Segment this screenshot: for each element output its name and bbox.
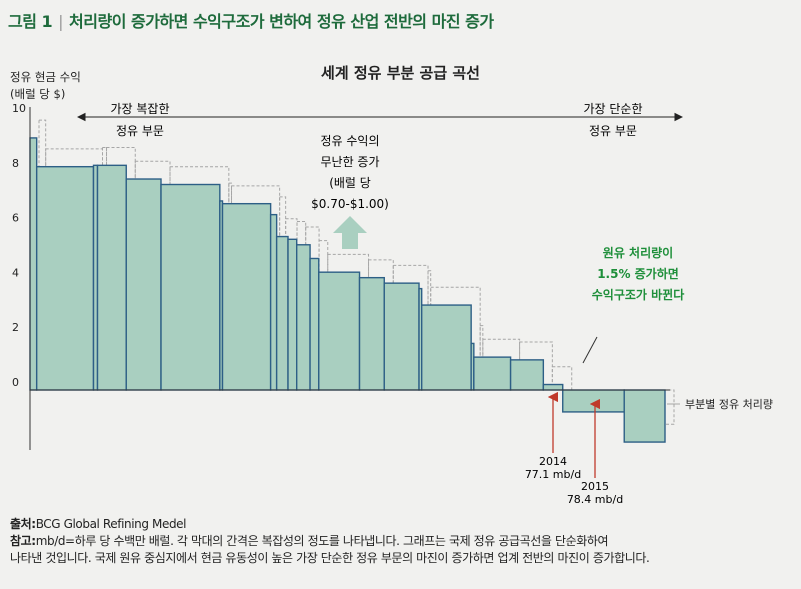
supply-bar xyxy=(296,244,311,391)
note-text-2: 나타낸 것입니다. 국제 원유 중심지에서 현금 유동성이 높은 가장 단순한 … xyxy=(10,551,650,565)
supply-bar xyxy=(275,235,289,391)
supply-bar xyxy=(35,165,95,391)
simple-label-1: 가장 단순한 xyxy=(583,102,642,116)
axes: 10 8 6 4 2 0 부분별 정유 처리량 xyxy=(12,102,773,450)
callout-line: 원유 처리량이 xyxy=(603,245,673,260)
source-label: 출처: xyxy=(10,517,36,531)
x-axis-label: 부분별 정유 처리량 xyxy=(685,398,773,411)
supply-bar xyxy=(509,359,545,391)
callout-line: 수익구조가 바뀐다 xyxy=(592,287,685,302)
y-axis-label-line2: (배럴 당 $) xyxy=(10,87,66,101)
y-tick-label: 0 xyxy=(12,376,19,389)
y-axis-label-line1: 정유 현금 수익 xyxy=(10,70,81,84)
note-text-1: mb/d=하루 당 수백만 배럴. 각 막대의 간격은 복잡성의 정도를 나타냅… xyxy=(35,534,609,548)
callout-line: 1.5% 증가하면 xyxy=(597,266,679,281)
supply-bar xyxy=(287,238,298,391)
source-line: 출처:BCG Global Refining Medel xyxy=(10,516,790,533)
footer: 출처:BCG Global Refining Medel 참고:mb/d=하루 … xyxy=(10,516,790,567)
y-axis-label: 정유 현금 수익 (배럴 당 $) xyxy=(10,69,120,103)
up-arrow-icon xyxy=(333,216,367,249)
supply-bar xyxy=(29,137,38,391)
supply-bar xyxy=(473,356,512,391)
supply-bar xyxy=(562,389,625,413)
marker-2015-year: 2015 xyxy=(581,480,609,493)
supply-bar xyxy=(383,282,420,391)
marker-2014-value: 77.1 mb/d xyxy=(525,468,581,481)
supply-bar xyxy=(269,213,278,391)
supply-bar xyxy=(542,383,564,391)
figure-title: 그림 1 | 처리량이 증가하면 수익구조가 변하여 정유 산업 전반의 마진 증가 xyxy=(8,8,494,32)
supply-bar xyxy=(309,257,320,391)
y-tick-label: 6 xyxy=(12,212,19,225)
supply-bar xyxy=(318,271,361,391)
note-line-1: 참고:mb/d=하루 당 수백만 배럴. 각 막대의 간격은 복잡성의 정도를 … xyxy=(10,533,790,550)
supply-bar xyxy=(623,389,666,443)
y-tick-label: 4 xyxy=(12,266,19,279)
marker-2014-year: 2014 xyxy=(539,455,567,468)
y-tick-label: 10 xyxy=(12,102,26,115)
supply-bar xyxy=(221,202,272,391)
supply-bar xyxy=(96,164,127,391)
chart-title: 세계 정유 부분 공급 곡선 xyxy=(321,64,480,82)
complex-label-1: 가장 복잡한 xyxy=(110,102,169,116)
supply-bar xyxy=(420,304,472,391)
margin-note-line: (배럴 당 xyxy=(329,176,371,190)
margin-note-line: $0.70-$1.00) xyxy=(311,197,389,211)
supply-bar xyxy=(125,178,162,391)
margin-note-line: 정유 수익의 xyxy=(320,134,379,148)
margin-note-line: 무난한 증가 xyxy=(320,155,379,169)
arrow-label-bg-right xyxy=(568,99,658,116)
supply-bar xyxy=(358,276,385,391)
simple-label-2: 정유 부문 xyxy=(589,124,637,138)
y-tick-label: 8 xyxy=(12,157,19,170)
figure-title-text: 처리량이 증가하면 수익구조가 변하여 정유 산업 전반의 마진 증가 xyxy=(69,12,494,31)
figure-number: 그림 1 xyxy=(8,12,53,31)
complex-label-2: 정유 부문 xyxy=(116,124,164,138)
supply-bars xyxy=(29,137,666,443)
source-text: BCG Global Refining Medel xyxy=(35,517,187,531)
supply-bar xyxy=(160,183,221,391)
marker-2015-value: 78.4 mb/d xyxy=(567,493,623,506)
arrow-label-bg-left xyxy=(96,99,188,116)
y-tick-label: 2 xyxy=(12,321,19,334)
title-separator: | xyxy=(58,12,64,31)
callout-leader xyxy=(582,336,598,364)
note-label: 참고: xyxy=(10,534,36,548)
